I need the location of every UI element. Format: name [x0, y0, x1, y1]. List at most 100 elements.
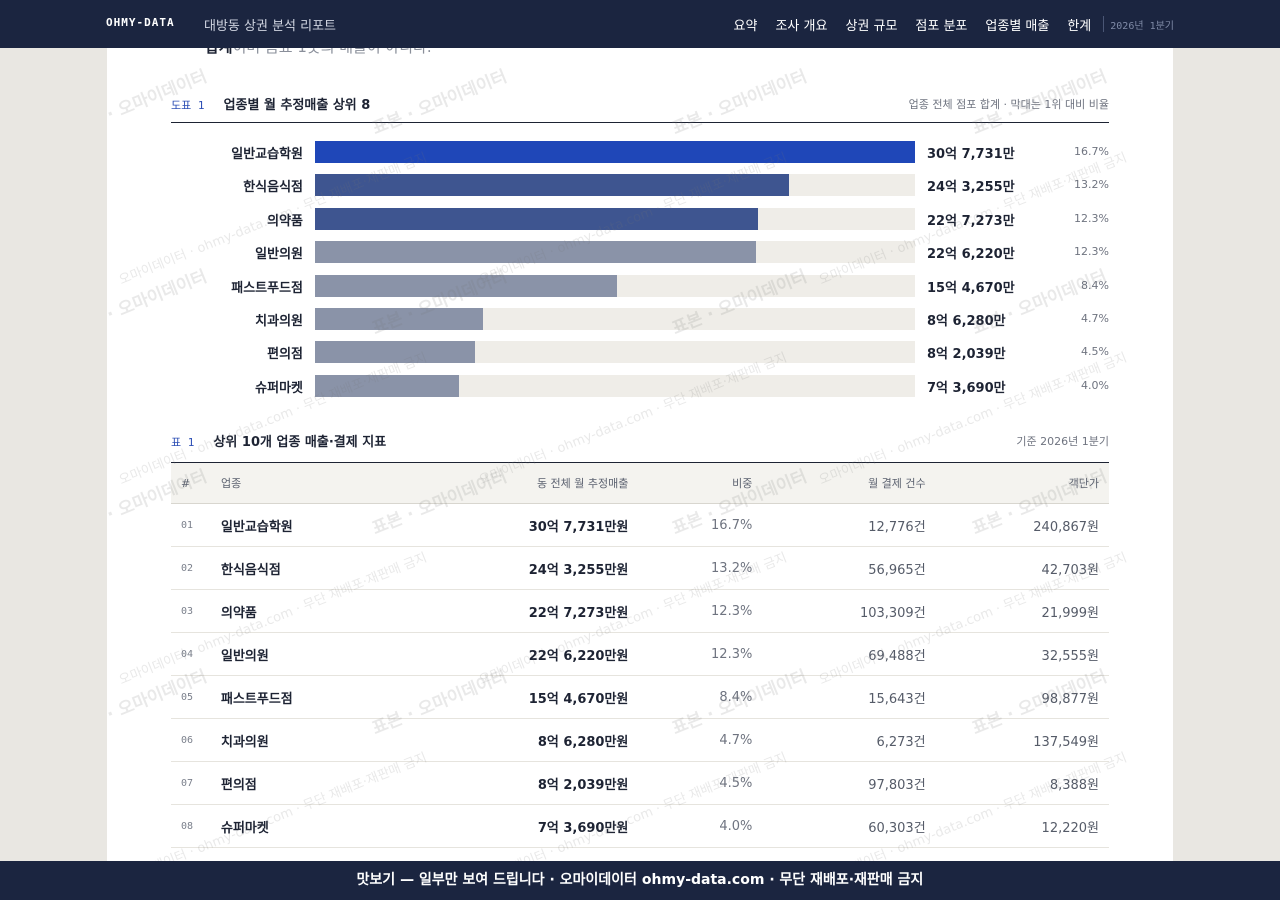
row-industry: 의약품	[211, 589, 397, 633]
row-monthly-sales: 22억 6,220만원	[396, 632, 639, 676]
top-navigation-bar: OHMY-DATA 대방동 상권 분석 리포트 요약 조사 개요 상권 규모 점…	[0, 0, 1280, 48]
bar-category-label: 일반의원	[255, 247, 303, 263]
col-payment-count: 월 결제 건수	[762, 463, 936, 504]
section-nav: 요약 조사 개요 상권 규모 점포 분포 업종별 매출 한계 2026년 1분기	[734, 0, 1280, 48]
table-row[interactable]: 01 일반교습학원 30억 7,731만원 16.7% 12,776건 240,867원	[171, 503, 1109, 547]
row-payment-count: 6,273건	[762, 718, 936, 762]
col-avg-ticket: 객단가	[935, 463, 1109, 504]
row-monthly-sales: 22억 7,273만원	[396, 589, 639, 633]
bar	[315, 341, 475, 364]
row-share: 12.3%	[638, 589, 763, 633]
bar-row: 한식음식점 24억 3,255만 13.2%	[171, 174, 1109, 197]
figure-tag: 도표 1	[171, 99, 205, 112]
bar-track	[315, 308, 915, 330]
figure-note: 업종 전체 점포 합계 · 막대는 1위 대비 비율	[908, 98, 1109, 111]
table-row[interactable]: 04 일반의원 22억 6,220만원 12.3% 69,488건 32,555원	[171, 632, 1109, 676]
report-page: 합계이며 음료 1곳의 배율이 아니다. 도표 1 업종별 월 추정매출 상위 …	[107, 48, 1173, 861]
bar-track	[315, 341, 915, 364]
intro-text: 합계이며 음료 1곳의 배율이 아니다.	[205, 48, 432, 57]
row-monthly-sales: 24억 3,255만원	[396, 546, 639, 590]
row-monthly-sales: 8억 6,280만원	[396, 718, 639, 762]
bar	[315, 274, 617, 297]
bar-share-label: 8.4%	[1081, 278, 1109, 292]
row-share: 8.4%	[638, 675, 763, 719]
row-share: 12.3%	[638, 632, 763, 676]
row-share: 4.7%	[638, 718, 763, 762]
figure-title: 업종별 월 추정매출 상위 8	[223, 98, 371, 113]
bar-value-label: 30억 7,731만	[927, 147, 1015, 162]
table-tag: 표 1	[171, 436, 195, 449]
row-share: 16.7%	[638, 503, 763, 547]
nav-item-survey-overview[interactable]: 조사 개요	[775, 18, 828, 34]
row-payment-count: 60,303건	[762, 804, 936, 848]
row-monthly-sales: 7억 3,690만원	[396, 804, 639, 848]
industry-metrics-table: # 업종 동 전체 월 추정매출 비중 월 결제 건수 객단가 01 일반교습학원…	[171, 463, 1109, 848]
report-title: 대방동 상권 분석 리포트	[204, 19, 336, 34]
row-rank: 04	[171, 632, 211, 676]
row-payment-count: 12,776건	[762, 503, 936, 547]
row-rank: 03	[171, 589, 211, 633]
table-row[interactable]: 06 치과의원 8억 6,280만원 4.7% 6,273건 137,549원	[171, 718, 1109, 762]
bar-track	[315, 141, 915, 163]
row-industry: 치과의원	[211, 718, 397, 762]
row-avg-ticket: 137,549원	[935, 718, 1109, 762]
table-row[interactable]: 05 패스트푸드점 15억 4,670만원 8.4% 15,643건 98,877원	[171, 675, 1109, 719]
bar-share-label: 13.2%	[1074, 178, 1109, 192]
bar-value-label: 8억 2,039만	[927, 347, 1006, 363]
bar	[315, 308, 484, 330]
bar-row: 치과의원 8억 6,280만 4.7%	[171, 308, 1109, 330]
bar-share-label: 12.3%	[1074, 211, 1109, 225]
row-payment-count: 103,309건	[762, 589, 936, 633]
bar	[315, 207, 759, 230]
table-row[interactable]: 08 슈퍼마켓 7억 3,690만원 4.0% 60,303건 12,220원	[171, 804, 1109, 848]
bar	[315, 141, 915, 163]
row-rank: 07	[171, 761, 211, 805]
row-avg-ticket: 21,999원	[935, 589, 1109, 633]
row-payment-count: 97,803건	[762, 761, 936, 805]
nav-item-market-size[interactable]: 상권 규모	[845, 18, 898, 34]
nav-item-store-distribution[interactable]: 점포 분포	[915, 18, 968, 34]
bar-share-label: 16.7%	[1074, 145, 1109, 158]
row-rank: 06	[171, 718, 211, 762]
nav-item-limitations[interactable]: 한계	[1067, 18, 1092, 34]
row-monthly-sales: 30억 7,731만원	[396, 503, 639, 547]
nav-divider	[1103, 16, 1105, 32]
col-monthly-sales: 동 전체 월 추정매출	[396, 463, 639, 504]
row-payment-count: 56,965건	[762, 546, 936, 590]
row-payment-count: 69,488건	[762, 632, 936, 676]
table-title: 상위 10개 업종 매출·결제 지표	[213, 435, 387, 450]
nav-item-sales-by-industry[interactable]: 업종별 매출	[985, 18, 1050, 34]
preview-footer-banner: 맛보기 — 일부만 보여 드립니다 · 오마이데이터 ohmy-data.com…	[0, 861, 1280, 900]
row-avg-ticket: 12,220원	[935, 804, 1109, 848]
row-avg-ticket: 98,877원	[935, 675, 1109, 719]
col-rank: #	[171, 463, 211, 504]
table-note: 기준 2026년 1분기	[1016, 435, 1109, 448]
bar-share-label: 4.7%	[1081, 312, 1109, 325]
bar-row: 의약품 22억 7,273만 12.3%	[171, 207, 1109, 230]
bar-share-label: 4.0%	[1081, 378, 1109, 392]
row-avg-ticket: 42,703원	[935, 546, 1109, 590]
row-industry: 일반교습학원	[211, 503, 397, 547]
table-row[interactable]: 03 의약품 22억 7,273만원 12.3% 103,309건 21,999원	[171, 589, 1109, 633]
row-monthly-sales: 8억 2,039만원	[396, 761, 639, 805]
period-label: 2026년 1분기	[1110, 20, 1174, 32]
bar-row: 편의점 8억 2,039만 4.5%	[171, 341, 1109, 364]
nav-item-summary[interactable]: 요약	[733, 18, 758, 34]
bar-value-label: 22억 6,220만	[927, 247, 1015, 263]
brand-logo[interactable]: OHMY-DATA	[106, 16, 175, 29]
row-share: 4.0%	[638, 804, 763, 848]
bar-category-label: 일반교습학원	[231, 147, 303, 162]
bar-track	[315, 274, 915, 297]
row-industry: 일반의원	[211, 632, 397, 676]
table-row[interactable]: 07 편의점 8억 2,039만원 4.5% 97,803건 8,388원	[171, 761, 1109, 805]
bar-category-label: 편의점	[267, 347, 303, 363]
table-row[interactable]: 02 한식음식점 24억 3,255만원 13.2% 56,965건 42,703원	[171, 546, 1109, 590]
row-monthly-sales: 15억 4,670만원	[396, 675, 639, 719]
row-industry: 패스트푸드점	[211, 675, 397, 719]
bar	[315, 374, 459, 397]
col-industry: 업종	[211, 463, 397, 504]
row-industry: 슈퍼마켓	[211, 804, 397, 848]
row-rank: 02	[171, 546, 211, 590]
row-payment-count: 15,643건	[762, 675, 936, 719]
bar-value-label: 22억 7,273만	[927, 213, 1015, 229]
